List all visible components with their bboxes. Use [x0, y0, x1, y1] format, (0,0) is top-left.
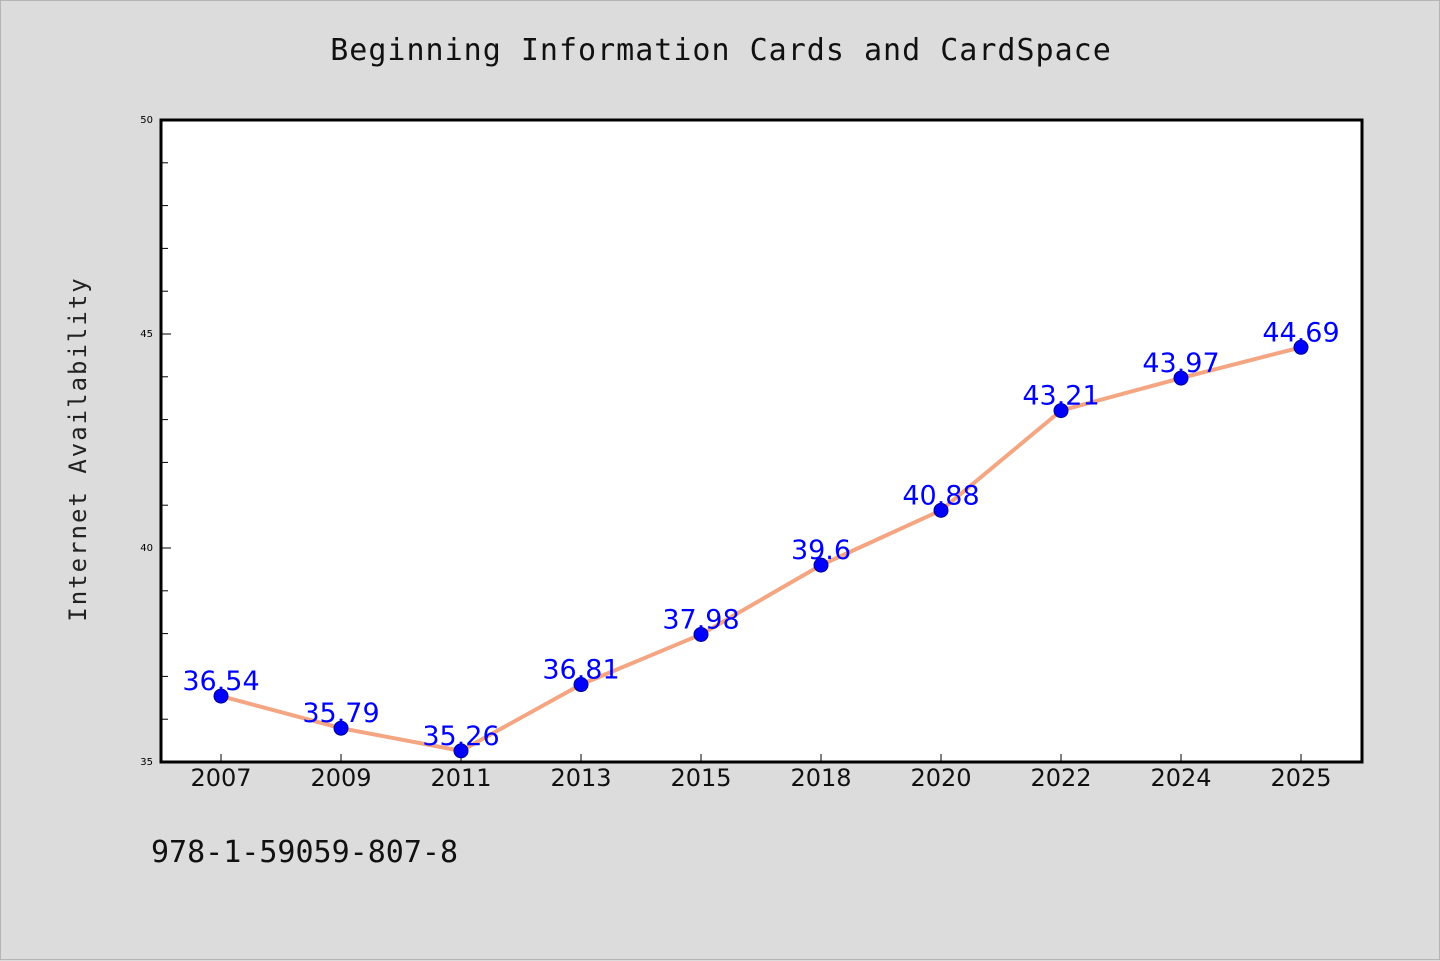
- data-point: [333, 720, 349, 736]
- y-tick-label: 40: [140, 543, 153, 554]
- data-label: 39.6: [791, 535, 851, 566]
- y-tick-label: 45: [140, 329, 153, 340]
- series-line: [219, 345, 1303, 753]
- chart-title: Beginning Information Cards and CardSpac…: [330, 33, 1112, 68]
- x-axis: 2007 2009 2011 2013 2015 2018 2020 2022 2024 2025: [190, 754, 1332, 792]
- x-tick-label: 2013: [550, 764, 611, 792]
- x-tick-label: 2018: [790, 764, 851, 792]
- data-labels: 36.54 35.79 35.26 36.81 37.98 39.6 40.88 43.21 4…: [182, 317, 1339, 752]
- data-label: 43.21: [1022, 381, 1099, 412]
- x-tick-label: 2022: [1030, 764, 1091, 792]
- data-point: [813, 557, 829, 573]
- y-tick-label: 50: [140, 115, 153, 126]
- data-point: [1053, 403, 1069, 419]
- data-label: 36.54: [182, 666, 259, 697]
- data-point: [573, 677, 589, 693]
- y-axis-title: Internet Availability: [64, 276, 92, 622]
- data-label: 44.69: [1262, 317, 1339, 348]
- data-point: [453, 743, 469, 759]
- y-axis: 35 40 45 50: [140, 115, 171, 768]
- data-label: 37.98: [662, 604, 739, 635]
- x-tick-label: 2007: [190, 764, 251, 792]
- data-label: 40.88: [902, 480, 979, 511]
- data-point: [1293, 339, 1309, 355]
- x-tick-label: 2011: [430, 764, 491, 792]
- x-tick-label: 2025: [1270, 764, 1331, 792]
- x-tick-label: 2009: [310, 764, 371, 792]
- x-tick-label: 2015: [670, 764, 731, 792]
- y-tick-label: 35: [140, 757, 153, 768]
- plot-area: [159, 118, 1364, 764]
- data-point: [933, 502, 949, 518]
- data-point: [213, 688, 229, 704]
- data-point: [1173, 370, 1189, 386]
- data-label: 36.81: [542, 655, 619, 686]
- isbn-text: 978-1-59059-807-8: [151, 835, 459, 870]
- data-label: 35.26: [422, 721, 499, 752]
- data-markers: [213, 339, 1309, 759]
- data-label: 43.97: [1142, 348, 1219, 379]
- data-label: 35.79: [302, 698, 379, 729]
- x-tick-label: 2020: [910, 764, 971, 792]
- data-point: [693, 626, 709, 642]
- x-tick-label: 2024: [1150, 764, 1211, 792]
